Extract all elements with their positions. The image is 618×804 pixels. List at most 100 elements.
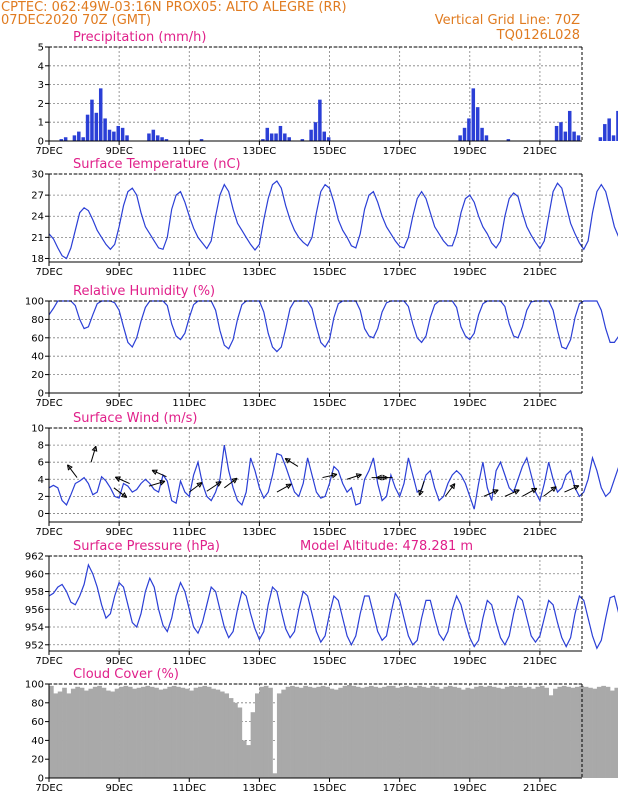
precip-bar: [480, 127, 484, 141]
precip-ytick-label: 1: [38, 118, 44, 129]
precip-bar: [563, 131, 568, 141]
cloud-bar: [570, 687, 576, 778]
cloud-bar: [360, 687, 365, 778]
precip-bar: [98, 88, 103, 141]
cloud-bar: [202, 685, 208, 778]
precip-bar: [85, 114, 90, 141]
precip-ytick-label: 2: [38, 99, 44, 110]
cloud-bar: [544, 687, 549, 778]
temp-xtick-label: 15DEC: [313, 267, 347, 278]
precip-ytick-label: 0: [38, 137, 44, 148]
wind-arrow: [206, 481, 222, 492]
cloud-bar: [97, 685, 102, 778]
rh-title: Relative Humidity (%): [73, 284, 215, 299]
cloud-bar: [211, 688, 216, 778]
rh-ytick-label: 40: [31, 352, 44, 363]
wind-arrow: [522, 487, 538, 497]
cloud-bar: [198, 686, 203, 778]
cloud-bar: [386, 685, 392, 778]
cloud-bar: [496, 687, 501, 778]
wind-arrow: [115, 476, 130, 485]
precip-bar: [283, 133, 287, 141]
cloud-bar: [171, 685, 177, 778]
cloud-bar: [84, 690, 89, 778]
cloud-bar: [136, 687, 142, 778]
cloud-bar: [592, 688, 598, 778]
wind-arrow: [90, 446, 97, 463]
cloud-bar: [145, 685, 151, 778]
precip-bar: [164, 139, 169, 141]
precip-bar: [313, 122, 318, 141]
cloud-bar: [342, 685, 348, 778]
precip-xtick-label: 15DEC: [313, 146, 347, 157]
cloud-bar: [610, 690, 615, 778]
cloud-bar: [75, 686, 80, 778]
precip-ytick-label: 3: [38, 80, 44, 91]
wind-xtick-label: 7DEC: [35, 527, 62, 538]
wind-arrow-head: [418, 489, 424, 496]
rh-xtick-label: 19DEC: [453, 398, 487, 409]
wind-arrow-head: [215, 481, 222, 487]
pressure-xtick-label: 9DEC: [105, 656, 132, 667]
wind-arrow-head: [355, 473, 362, 479]
wind-xtick-label: 19DEC: [453, 527, 487, 538]
precip-bar: [607, 118, 611, 141]
cloud-bar: [474, 686, 479, 778]
cloud-bar: [154, 687, 159, 778]
precip-bar: [72, 135, 77, 141]
pressure-xtick-label: 19DEC: [453, 656, 487, 667]
wind-arrow: [113, 487, 127, 498]
precip-bar: [322, 131, 327, 141]
cloud-bar: [311, 687, 317, 778]
precip-bar: [318, 99, 322, 141]
cloud-xtick-label: 7DEC: [35, 783, 62, 794]
cloud-bar: [53, 693, 59, 778]
wind-series-line: [48, 444, 618, 510]
precip-bar: [199, 139, 204, 141]
cloud-bar: [268, 687, 273, 778]
wind-arrow: [483, 489, 499, 497]
rh-xtick-label: 15DEC: [313, 398, 347, 409]
wind-arrow: [148, 480, 166, 487]
cloud-bar: [246, 745, 251, 778]
precip-bar: [278, 125, 283, 141]
precip-bar: [125, 135, 129, 141]
precip-bar: [506, 139, 511, 141]
cloud-bar: [601, 685, 606, 778]
wind-arrow: [224, 477, 238, 489]
wind-ytick-label: 4: [38, 475, 44, 486]
precip-bar: [120, 127, 125, 141]
pressure-annotation: Model Altitude: 478.281 m: [300, 539, 473, 554]
wind-xtick-label: 11DEC: [172, 527, 206, 538]
precip-bar: [611, 135, 616, 141]
cloud-bar: [333, 689, 339, 778]
wind-arrow-head: [449, 483, 456, 490]
cloud-bar: [149, 686, 155, 778]
temp-ytick-label: 27: [31, 191, 44, 202]
header-date: 07DEC2020 70Z (GMT): [1, 13, 151, 28]
wind-arrow: [564, 485, 580, 493]
precip-panel: Precipitation (mm/h) 0 1 2 3 4 5 7DEC 9DEC 11DEC 1…: [35, 30, 618, 157]
precip-bar: [326, 137, 331, 141]
pressure-xtick-label: 15DEC: [313, 656, 347, 667]
cloud-bar: [294, 686, 300, 778]
pressure-panel: Surface Pressure (hPa) Model Altitude: 47…: [25, 539, 618, 667]
temp-xtick-label: 11DEC: [172, 267, 206, 278]
precip-bar: [261, 139, 265, 141]
pressure-ytick-label: 960: [25, 569, 44, 580]
wind-arrow-head: [114, 476, 121, 482]
cloud-bar: [368, 685, 374, 778]
cloud-bar: [513, 686, 519, 778]
wind-arrow-head: [231, 477, 238, 484]
precip-bar: [103, 118, 107, 141]
header-model: TQ0126L028: [496, 28, 580, 43]
cloud-bar: [447, 685, 453, 778]
cloud-bar: [443, 686, 449, 778]
cloud-bar: [184, 688, 190, 778]
temp-title: Surface Temperature (nC): [73, 157, 241, 172]
rh-panel: Relative Humidity (%) 0 20 40 60 80 100 7DEC 9DE…: [25, 284, 618, 409]
temp-xtick-label: 9DEC: [105, 267, 132, 278]
cloud-bar: [105, 690, 111, 778]
wind-ytick-label: 10: [31, 424, 44, 435]
pressure-xtick-label: 21DEC: [523, 656, 557, 667]
